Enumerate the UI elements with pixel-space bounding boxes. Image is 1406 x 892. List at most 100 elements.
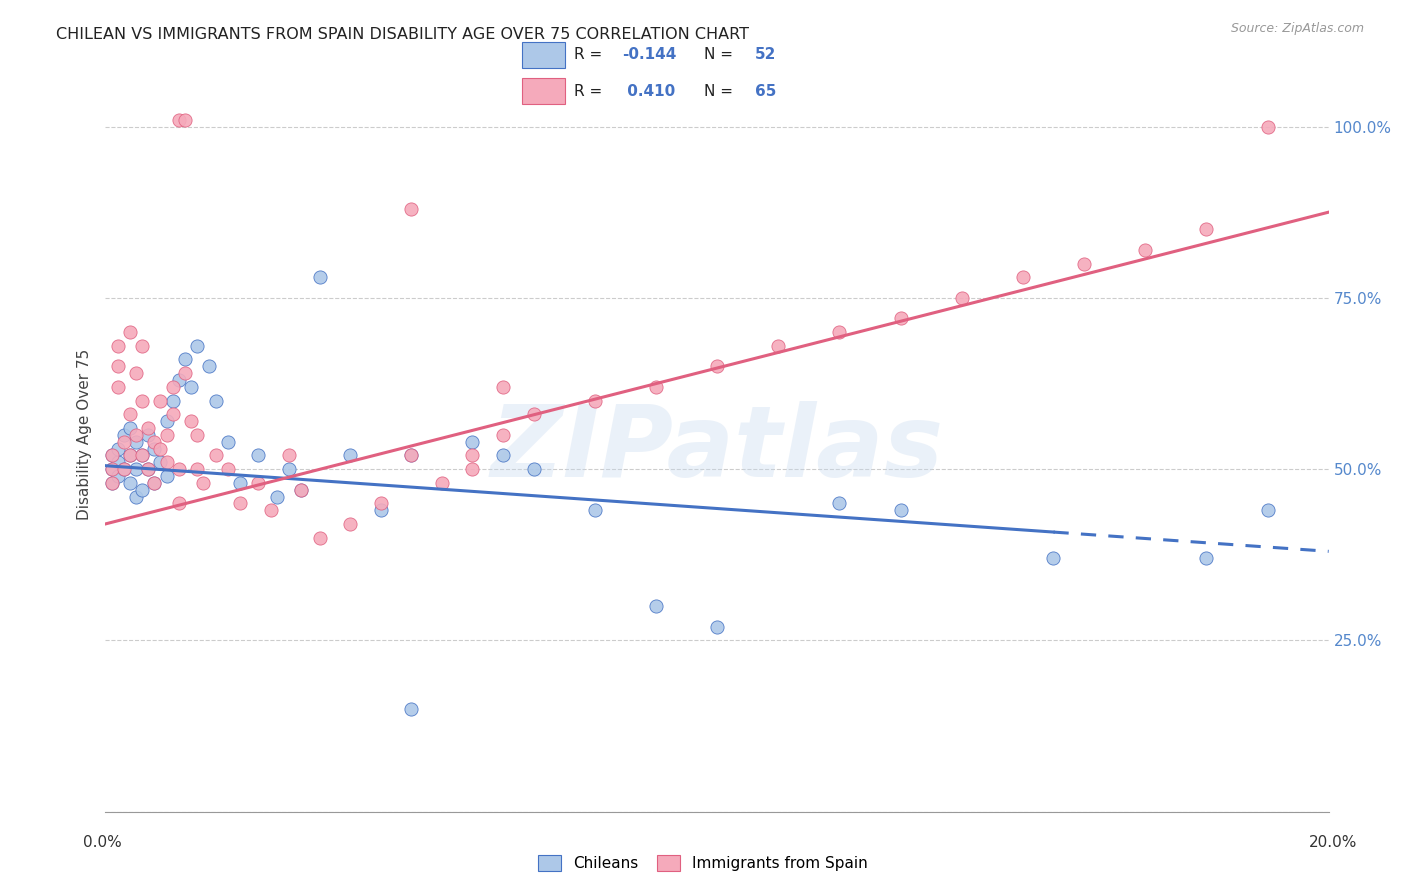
Point xyxy=(118,449,141,463)
Point xyxy=(107,339,129,353)
Point xyxy=(118,407,141,421)
Point xyxy=(266,490,288,504)
Point xyxy=(143,442,166,456)
Text: 0.0%: 0.0% xyxy=(83,836,122,850)
Point xyxy=(193,475,215,490)
Point xyxy=(125,366,148,380)
Point xyxy=(768,339,790,353)
Point xyxy=(229,496,252,510)
Point xyxy=(204,449,226,463)
Point xyxy=(290,483,312,497)
Point xyxy=(339,449,361,463)
Point xyxy=(399,449,422,463)
Point xyxy=(155,414,177,428)
Point xyxy=(174,352,197,367)
Point xyxy=(174,366,197,380)
Point xyxy=(828,496,851,510)
Point xyxy=(136,427,159,442)
Point xyxy=(125,490,148,504)
Point xyxy=(167,462,190,476)
Point xyxy=(107,455,129,469)
Legend: Chileans, Immigrants from Spain: Chileans, Immigrants from Spain xyxy=(531,849,875,877)
Point xyxy=(277,449,299,463)
Point xyxy=(1133,243,1156,257)
Point xyxy=(180,380,202,394)
Point xyxy=(889,503,911,517)
Point xyxy=(100,475,122,490)
Text: Source: ZipAtlas.com: Source: ZipAtlas.com xyxy=(1230,22,1364,36)
Point xyxy=(229,475,252,490)
Text: R =: R = xyxy=(574,84,607,98)
Point xyxy=(492,380,515,394)
Point xyxy=(277,462,299,476)
Point xyxy=(125,427,148,442)
Point xyxy=(143,475,166,490)
Point xyxy=(167,373,190,387)
Point xyxy=(399,202,422,216)
Point xyxy=(131,393,153,408)
Point xyxy=(217,434,239,449)
Point xyxy=(174,112,197,127)
Point xyxy=(706,359,728,374)
Point xyxy=(889,311,911,326)
Text: 52: 52 xyxy=(755,47,776,62)
Point xyxy=(143,475,166,490)
Point xyxy=(644,599,666,614)
Point xyxy=(370,496,392,510)
Point xyxy=(186,427,208,442)
Point xyxy=(155,427,177,442)
Point xyxy=(136,421,159,435)
Point xyxy=(112,462,135,476)
Point xyxy=(430,475,453,490)
Point xyxy=(112,427,135,442)
Text: R =: R = xyxy=(574,47,607,62)
Point xyxy=(167,496,190,510)
Point xyxy=(118,475,141,490)
Point xyxy=(143,434,166,449)
Point xyxy=(461,434,484,449)
Point xyxy=(204,393,226,408)
Point xyxy=(217,462,239,476)
Point xyxy=(198,359,221,374)
Point xyxy=(155,469,177,483)
Point xyxy=(131,449,153,463)
Text: -0.144: -0.144 xyxy=(621,47,676,62)
Point xyxy=(950,291,973,305)
Point xyxy=(1256,503,1278,517)
FancyBboxPatch shape xyxy=(522,42,565,68)
Point xyxy=(1195,551,1218,566)
Point xyxy=(136,462,159,476)
Point xyxy=(100,449,122,463)
Point xyxy=(131,483,153,497)
FancyBboxPatch shape xyxy=(522,78,565,104)
Text: CHILEAN VS IMMIGRANTS FROM SPAIN DISABILITY AGE OVER 75 CORRELATION CHART: CHILEAN VS IMMIGRANTS FROM SPAIN DISABIL… xyxy=(56,27,749,42)
Point xyxy=(523,462,546,476)
Point xyxy=(118,421,141,435)
Text: 65: 65 xyxy=(755,84,776,98)
Text: 0.410: 0.410 xyxy=(621,84,675,98)
Point xyxy=(100,449,122,463)
Point xyxy=(125,462,148,476)
Point xyxy=(583,503,606,517)
Point xyxy=(149,393,172,408)
Point xyxy=(107,469,129,483)
Point xyxy=(1256,120,1278,134)
Point xyxy=(828,325,851,339)
Point xyxy=(100,462,122,476)
Point xyxy=(583,393,606,408)
Point xyxy=(149,442,172,456)
Point xyxy=(370,503,392,517)
Point xyxy=(112,462,135,476)
Point xyxy=(399,449,422,463)
Point xyxy=(186,462,208,476)
Text: 20.0%: 20.0% xyxy=(1309,836,1357,850)
Text: N =: N = xyxy=(703,47,738,62)
Point xyxy=(118,325,141,339)
Point xyxy=(136,462,159,476)
Point xyxy=(492,427,515,442)
Point xyxy=(308,531,330,545)
Point xyxy=(247,475,270,490)
Point xyxy=(247,449,270,463)
Point xyxy=(100,462,122,476)
Point xyxy=(131,339,153,353)
